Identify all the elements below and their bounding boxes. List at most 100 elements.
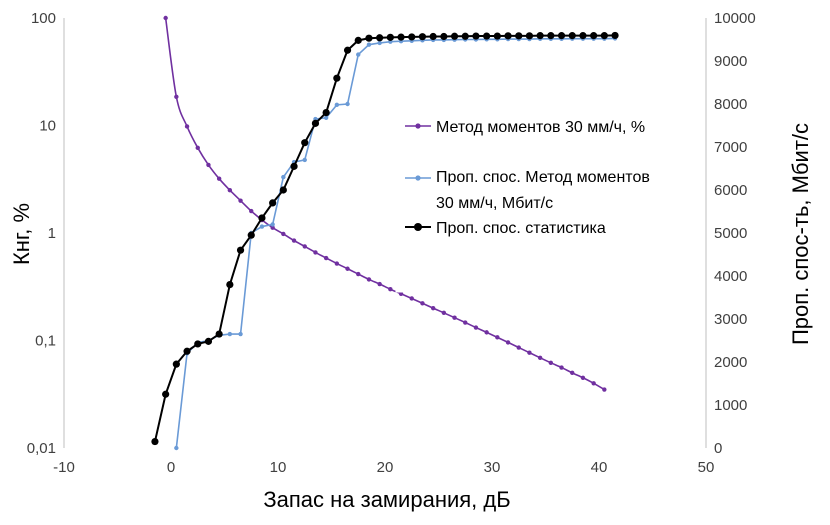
y-right-tick-label: 2000 [714,354,747,371]
data-point [484,330,489,335]
y-right-tick-label: 8000 [714,96,747,113]
data-point [356,52,361,57]
plot-area [63,18,707,448]
y-right-tick-label: 3000 [714,311,747,328]
right-axis: 0 1000 2000 3000 4000 5000 6000 7000 8000 9000 100… [714,10,756,457]
data-point [377,281,382,287]
data-point [527,350,532,355]
data-point [334,261,340,266]
data-point [281,231,286,237]
data-point [290,162,298,170]
data-point [313,250,318,255]
data-point [559,365,564,370]
x-tick-label: -10 [53,459,75,476]
data-point [281,174,286,180]
y-left-axis-title: Кнг, % [9,203,34,265]
data-point [259,224,265,229]
data-point [441,310,447,315]
data-point [204,337,213,345]
data-point [418,33,427,41]
data-point [452,315,457,320]
data-point [386,33,394,41]
series-layer [151,15,619,451]
y-right-tick-label: 9000 [714,53,747,70]
y-left-tick-label: 100 [31,10,56,27]
data-point [547,32,555,40]
data-point [429,32,437,41]
x-tick-label: 20 [377,459,394,476]
data-point [388,287,393,292]
data-point [409,296,414,301]
data-point [356,271,361,277]
data-point [568,32,576,40]
data-point [238,198,243,203]
data-point [602,387,607,392]
legend-swatch-marker [414,223,422,231]
data-point [580,375,586,380]
data-point [302,244,307,249]
data-point [194,340,202,348]
data-point [366,42,372,47]
y-left-tick-label: 10 [39,118,56,135]
y-right-tick-label: 10000 [714,10,756,27]
legend-label: Проп. спос. статистика [436,220,606,237]
data-point [184,124,190,129]
data-point [343,46,352,54]
y-right-tick-label: 6000 [714,182,747,199]
legend-swatch-marker [415,175,421,181]
data-point [162,390,170,398]
data-point [334,102,340,108]
data-point [548,360,554,366]
data-point [354,36,362,44]
data-point [579,32,587,40]
y-left-tick-label: 1 [48,225,56,242]
data-point [600,32,608,40]
data-point [206,162,211,168]
legend: Метод моментов 30 мм/ч, % Проп. спос. Мет… [395,99,699,293]
legend-label: 30 мм/ч, Мбит/с [436,195,553,212]
data-point [333,74,341,82]
data-point [279,186,287,194]
data-point [163,15,168,21]
data-point [183,347,191,355]
data-point [557,32,566,40]
data-point [226,281,234,289]
legend-label: Метод моментов 30 мм/ч, % [436,119,645,136]
data-point [377,40,382,46]
y-right-tick-label: 7000 [714,139,747,156]
left-axis: 0,01 0,1 1 10 100 [27,10,56,457]
data-point [247,231,255,239]
data-point [301,139,309,147]
data-point [227,331,233,337]
x-axis: -10 0 10 20 30 40 50 [53,459,714,476]
data-point [323,115,329,120]
data-point [516,345,521,350]
data-point [537,355,543,361]
data-point [215,330,223,338]
data-point [376,34,384,42]
legend-box [395,99,699,293]
data-point [270,222,275,227]
data-point [238,331,243,337]
y-left-tick-label: 0,01 [27,440,56,457]
x-tick-label: 40 [591,459,608,476]
data-point [515,32,523,40]
x-tick-label: 30 [484,459,501,476]
data-point [430,305,436,311]
data-point [408,33,416,41]
data-point [473,325,479,330]
x-tick-label: 0 [167,459,175,476]
data-point [495,335,500,340]
data-point [420,301,425,306]
data-point [302,157,307,163]
data-point [450,32,459,40]
data-point [440,32,448,41]
data-point [269,199,277,207]
data-point [536,32,544,40]
data-point [322,109,330,117]
data-point [345,266,350,271]
data-point [172,360,180,368]
legend-swatch-marker [415,123,421,129]
x-tick-label: 50 [698,459,715,476]
